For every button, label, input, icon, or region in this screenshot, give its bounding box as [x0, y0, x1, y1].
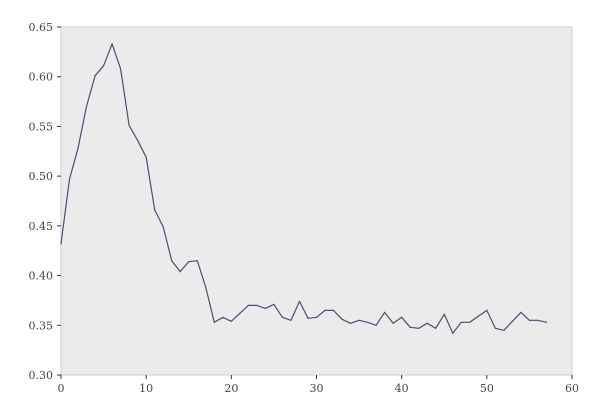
y-tick-label: 0.30: [29, 369, 54, 382]
data-point: [60, 243, 62, 245]
data-point: [222, 316, 224, 318]
y-tick-label: 0.45: [29, 220, 54, 233]
data-point: [239, 312, 241, 314]
data-point: [401, 316, 403, 318]
data-point: [171, 260, 173, 262]
data-point: [392, 322, 394, 324]
series-line: [60, 43, 548, 334]
data-point: [264, 307, 266, 309]
data-point: [375, 324, 377, 326]
data-point: [409, 326, 411, 328]
y-tick-label: 0.65: [29, 21, 54, 34]
data-point: [537, 319, 539, 321]
data-point: [154, 209, 156, 211]
y-tick-label: 0.60: [29, 71, 54, 84]
data-point: [494, 327, 496, 329]
y-tick-label: 0.35: [29, 319, 54, 332]
x-axis: 0 10 20 30 40 50 60: [58, 375, 579, 395]
data-point: [68, 178, 71, 180]
data-point: [179, 270, 181, 273]
data-point: [520, 311, 522, 313]
data-point: [77, 147, 79, 149]
data-point: [298, 300, 301, 303]
data-point: [196, 260, 198, 262]
data-point: [349, 322, 352, 324]
data-point: [426, 322, 428, 324]
x-tick-label: 0: [58, 382, 65, 395]
y-tick-label: 0.50: [29, 170, 54, 183]
data-point: [290, 319, 292, 321]
y-axis: 0.30 0.35 0.40 0.45 0.50 0.55 0.60 0.65: [29, 21, 61, 382]
data-point: [256, 304, 258, 306]
data-point: [341, 318, 343, 320]
data-point: [213, 321, 215, 323]
data-point: [486, 309, 488, 311]
data-point: [281, 316, 284, 318]
y-tick-label: 0.40: [29, 270, 54, 283]
data-point: [94, 75, 96, 77]
data-point: [443, 313, 445, 315]
data-point: [162, 226, 164, 228]
data-point: [477, 315, 479, 317]
data-point: [418, 327, 420, 329]
data-point: [511, 320, 513, 322]
x-tick-label: 30: [310, 382, 324, 395]
data-point: [384, 311, 386, 313]
data-point: [315, 316, 318, 318]
data-point: [469, 321, 471, 323]
x-tick-label: 20: [224, 382, 238, 395]
data-point: [435, 327, 437, 329]
data-point: [188, 261, 190, 263]
x-tick-label: 50: [480, 382, 494, 395]
data-point: [111, 43, 113, 45]
x-tick-label: 10: [139, 382, 153, 395]
series-layer: [60, 43, 548, 334]
data-point: [120, 68, 122, 70]
data-point: [205, 286, 207, 289]
data-point: [145, 156, 147, 158]
x-tick-label: 40: [395, 382, 409, 395]
data-point: [128, 124, 130, 127]
x-tick-label: 60: [565, 382, 579, 395]
data-point: [358, 319, 360, 321]
data-point: [332, 309, 335, 311]
data-point: [273, 303, 275, 306]
data-point: [367, 321, 369, 323]
data-point: [85, 105, 88, 108]
data-point: [230, 320, 232, 322]
data-point: [452, 332, 454, 334]
data-point: [324, 309, 326, 311]
data-point: [247, 304, 249, 306]
data-point: [102, 65, 105, 67]
data-point: [137, 139, 139, 141]
plot-area: [60, 26, 573, 376]
data-point: [503, 329, 505, 331]
data-point: [307, 317, 309, 319]
y-tick-label: 0.55: [29, 120, 54, 133]
data-point: [528, 319, 531, 321]
data-point: [460, 321, 462, 323]
data-point: [545, 321, 548, 323]
